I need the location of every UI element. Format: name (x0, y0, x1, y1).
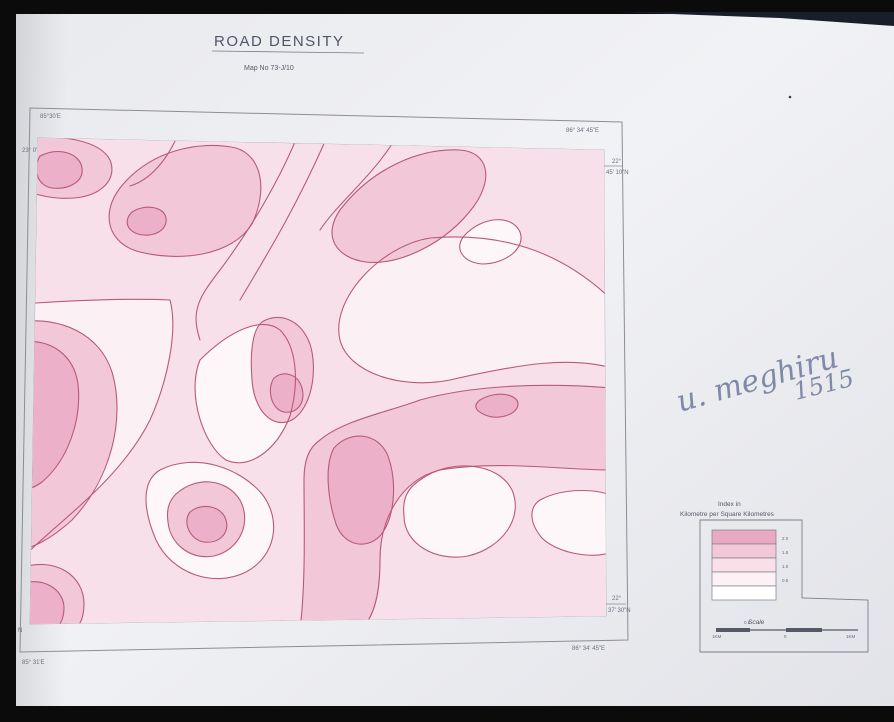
legend-swatch-0 (711, 529, 777, 545)
map-title: ROAD DENSITY (214, 33, 345, 50)
coord-right-lat-top: 22° (612, 159, 622, 165)
coord-top-left-lon: 85°30'E (40, 114, 61, 120)
legend-swatch-1 (711, 543, 777, 559)
map-outer-frame (19, 107, 629, 653)
scale-tick-2: 0 (784, 634, 787, 639)
legend: Index in Kilometre per Square Kilometres… (680, 501, 869, 653)
coord-top-left-lat: 23° 0'N (22, 148, 42, 154)
legend-title-line1: Index in (718, 501, 741, 508)
legend-swatch-lowest (711, 585, 777, 601)
scale-tick-1: 0.5 (744, 620, 751, 625)
coord-bottom-right-lon: 86° 34' 45"E (572, 646, 605, 652)
legend-swatch-3 (711, 571, 777, 587)
density-zone-2 (30, 138, 606, 624)
density-map (30, 138, 606, 624)
legend-title-line2: Kilometre per Square Kilometres (680, 511, 775, 518)
scale-tick-3: 1KM (846, 634, 856, 639)
coord-right-lat-bottom: 22° (612, 596, 622, 602)
scale-tick-0: 1KM (712, 634, 722, 639)
coord-right-lat-bottom-min: 37' 30"N (608, 608, 631, 614)
coord-top-right-lon: 86° 34' 45"E (566, 128, 599, 134)
legend-box (699, 519, 869, 653)
legend-label-0: 2.0 (782, 536, 789, 541)
map-number: Map No 73-J/10 (244, 65, 294, 72)
scale-label: Scale (748, 619, 765, 626)
legend-swatch-2 (711, 557, 777, 573)
legend-label-2: 1.0 (782, 564, 789, 569)
coord-right-lat-top-min: 45' 10"N (606, 170, 629, 176)
coord-bottom-left-lat: N (18, 628, 22, 634)
legend-label-3: 0.5 (782, 578, 789, 583)
legend-label-1: 1.5 (782, 550, 789, 555)
coord-bottom-left-lon: 85° 31'E (22, 660, 45, 666)
